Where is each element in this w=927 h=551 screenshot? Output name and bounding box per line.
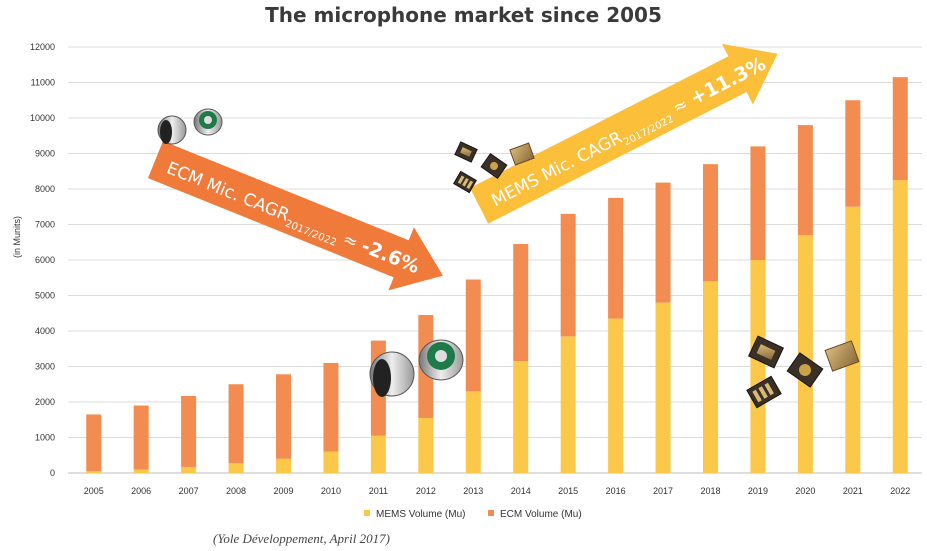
x-tick-label: 2005 xyxy=(84,486,104,496)
bar-ecm xyxy=(560,213,576,337)
bar-mems xyxy=(608,318,624,473)
x-tick-label: 2015 xyxy=(558,486,578,496)
ecm-microphone-icon xyxy=(193,108,223,136)
x-tick-label: 2014 xyxy=(511,486,531,496)
x-tick-label: 2011 xyxy=(369,486,388,496)
mems-cagr-arrow: MEMS Mic. CAGR2017/2022 ≈ +11.3% xyxy=(470,43,778,224)
mems-microphone-icon xyxy=(509,142,535,166)
y-tick-label: 6000 xyxy=(35,255,55,265)
bar-mems xyxy=(703,281,718,473)
bar-mems xyxy=(797,235,813,473)
mems-cagr-arrow-shape xyxy=(470,43,778,224)
bar-mems xyxy=(323,451,339,473)
bar-ecm xyxy=(703,164,718,282)
legend-swatch-mems xyxy=(364,510,370,516)
bar-mems xyxy=(418,417,434,473)
mems-microphone-icon xyxy=(824,340,860,372)
ecm-cagr-arrow-shape xyxy=(148,141,443,291)
legend-label-ecm: ECM Volume (Mu) xyxy=(500,509,582,520)
bar-ecm xyxy=(86,414,102,472)
mems-microphone-icon xyxy=(747,335,785,369)
x-tick-label: 2017 xyxy=(653,486,673,496)
source-note: (Yole Développement, April 2017) xyxy=(213,531,390,546)
bar-ecm xyxy=(181,395,197,467)
bar-ecm xyxy=(655,182,671,303)
x-tick-label: 2016 xyxy=(606,486,626,496)
bar-mems xyxy=(892,180,908,473)
bar-ecm xyxy=(797,125,813,236)
bar-ecm xyxy=(608,197,624,319)
bar-mems xyxy=(513,361,529,473)
x-tick-label: 2013 xyxy=(463,486,483,496)
x-tick-label: 2022 xyxy=(890,486,910,496)
x-tick-label: 2020 xyxy=(795,486,815,496)
bar-mems xyxy=(845,206,861,473)
bar-mems xyxy=(181,466,197,473)
bar-ecm xyxy=(133,405,149,470)
ecm-microphone-icon xyxy=(418,339,464,381)
bars xyxy=(86,77,908,473)
legend: MEMS Volume (Mu) ECM Volume (Mu) xyxy=(364,509,582,520)
y-tick-label: 1000 xyxy=(35,433,55,443)
legend-label-mems: MEMS Volume (Mu) xyxy=(376,509,465,520)
y-tick-label: 11000 xyxy=(31,78,55,88)
ecm-cagr-arrow: ECM Mic. CAGR2017/2022 ≈ -2.6% xyxy=(148,141,443,291)
chart-title: The microphone market since 2005 xyxy=(265,3,662,27)
ecm-microphone-icon xyxy=(157,115,187,145)
bar-mems xyxy=(228,463,244,473)
legend-swatch-ecm xyxy=(488,510,494,516)
mems-microphone-icon xyxy=(746,375,782,409)
y-tick-label: 8000 xyxy=(35,184,55,194)
y-tick-label: 9000 xyxy=(35,149,55,159)
mems-microphone-icon xyxy=(480,153,508,179)
mems-microphone-icon xyxy=(454,141,478,163)
bar-ecm xyxy=(750,146,766,260)
y-tick-label: 12000 xyxy=(30,42,55,52)
bar-mems xyxy=(276,458,291,473)
x-tick-label: 2010 xyxy=(321,486,341,496)
x-tick-label: 2006 xyxy=(131,486,151,496)
bar-ecm xyxy=(276,374,291,459)
bar-mems xyxy=(560,336,576,473)
x-tick-label: 2021 xyxy=(843,486,863,496)
x-tick-label: 2007 xyxy=(179,486,199,496)
x-tick-label: 2008 xyxy=(226,486,246,496)
bar-mems xyxy=(370,435,386,473)
y-axis-label: (in Munits) xyxy=(12,216,22,258)
bar-ecm xyxy=(513,244,529,362)
bar-mems xyxy=(655,302,671,473)
y-tick-label: 3000 xyxy=(35,362,55,372)
bar-ecm xyxy=(845,100,861,207)
y-tick-label: 0 xyxy=(50,468,55,478)
y-axis-ticks: 0 1000 2000 3000 4000 5000 6000 7000 8000 9000 100… xyxy=(30,42,55,478)
bar-ecm xyxy=(323,362,339,452)
mems-microphone-icon xyxy=(453,170,477,194)
x-tick-label: 2019 xyxy=(748,486,768,496)
bar-mems xyxy=(133,469,149,473)
y-tick-label: 5000 xyxy=(35,291,55,301)
bar-mems xyxy=(750,260,766,473)
mems-microphone-icon xyxy=(786,352,824,388)
y-tick-label: 4000 xyxy=(35,326,55,336)
y-tick-label: 10000 xyxy=(30,113,55,123)
x-tick-label: 2018 xyxy=(700,486,720,496)
y-tick-label: 7000 xyxy=(35,220,55,230)
x-tick-label: 2012 xyxy=(416,486,436,496)
ecm-microphone-icon xyxy=(369,351,415,397)
bar-ecm xyxy=(892,77,908,181)
bar-mems xyxy=(465,391,481,473)
bar-ecm xyxy=(228,384,244,464)
y-tick-label: 2000 xyxy=(35,397,55,407)
bar-ecm xyxy=(465,279,481,392)
x-axis-ticks: 2005 2006 2007 2008 2009 2010 2011 2012 2013 2014… xyxy=(84,486,911,496)
x-tick-label: 2009 xyxy=(273,486,293,496)
bar-mems xyxy=(86,471,102,473)
